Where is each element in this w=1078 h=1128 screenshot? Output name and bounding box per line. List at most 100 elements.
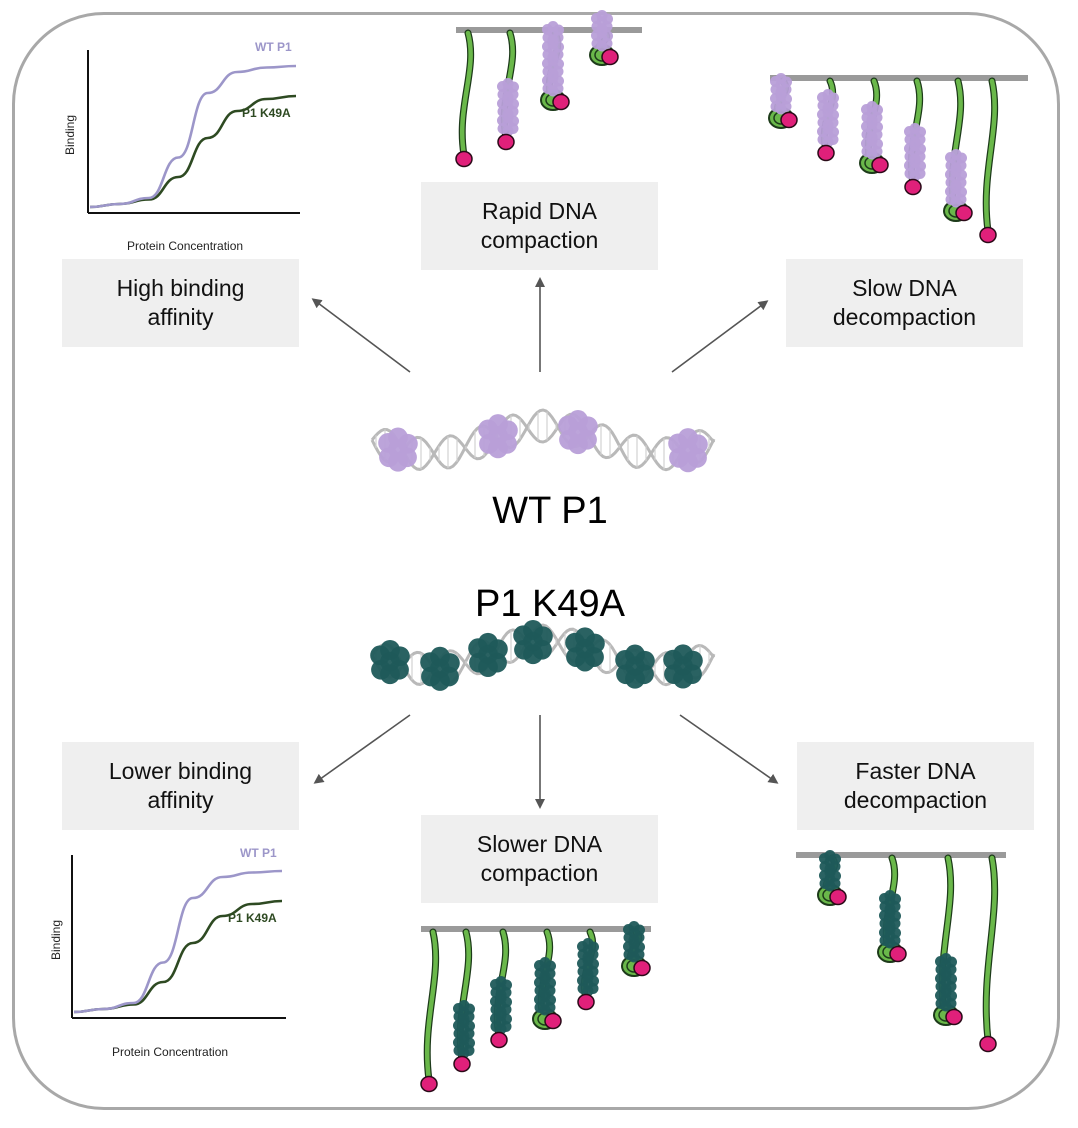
bead	[904, 178, 922, 196]
protein-cluster	[770, 73, 792, 98]
slow-decompaction-box: Slow DNA decompaction	[786, 259, 1023, 347]
protein-cluster	[497, 78, 519, 103]
dna-strand	[420, 928, 440, 1093]
helix-protein	[513, 620, 553, 665]
high-binding-line2: affinity	[147, 304, 214, 330]
protein-cluster	[453, 1000, 475, 1025]
chart-top-xlabel: Protein Concentration	[127, 239, 243, 253]
bead	[633, 959, 651, 977]
slower-compaction-line2: compaction	[480, 860, 599, 886]
chart-bottom-label-wt: WT P1	[240, 846, 277, 860]
slow-decompaction-line1: Slow DNA	[852, 275, 957, 301]
dna-strand	[979, 77, 999, 244]
dna-strand	[817, 77, 839, 162]
protein-cluster	[591, 10, 613, 35]
helix-protein	[663, 644, 703, 689]
arrow-to-high-binding	[311, 298, 411, 373]
dna-strand	[859, 77, 889, 174]
bead	[889, 945, 907, 963]
dna-strand	[490, 928, 512, 1049]
protein-cluster	[577, 938, 599, 963]
bead	[455, 150, 473, 168]
protein-cluster	[904, 123, 926, 148]
helix-protein	[420, 646, 460, 691]
protein-cluster	[879, 890, 901, 915]
lower-binding-line1: Lower binding	[108, 758, 253, 784]
mutant-helix	[370, 620, 716, 691]
slower-compaction-line1: Slower DNA	[476, 831, 603, 857]
lower-binding-box: Lower binding affinity	[62, 742, 299, 830]
tethered-dna-strands	[420, 10, 999, 1093]
chart-bottom-ylabel: Binding	[49, 920, 63, 960]
dna-strand	[768, 73, 798, 129]
protein-cluster	[542, 21, 564, 46]
protein-cluster	[819, 850, 841, 875]
bead	[817, 144, 835, 162]
dna-strand	[589, 10, 619, 66]
dna-strand	[979, 854, 999, 1053]
protein-cluster	[577, 955, 599, 980]
tether-bar-faster	[796, 852, 1006, 858]
protein-cluster	[817, 106, 839, 131]
chart-top-label-wt: WT P1	[255, 40, 292, 54]
protein-cluster	[542, 72, 564, 97]
protein-cluster	[490, 976, 512, 1001]
chart-bottom-label-k49a: P1 K49A	[228, 911, 277, 925]
faster-decompaction-box: Faster DNA decompaction	[797, 742, 1034, 830]
bead	[979, 226, 997, 244]
lower-binding-line2: affinity	[147, 787, 214, 813]
dna-strand	[577, 928, 599, 1011]
bead	[829, 888, 847, 906]
chart-top-series-wt	[89, 64, 297, 209]
bead	[552, 93, 570, 111]
mutant-title: P1 K49A	[475, 583, 625, 625]
dna-strand	[943, 77, 973, 222]
arrow-to-faster-decompaction	[679, 714, 779, 784]
protein-cluster	[861, 118, 883, 143]
bead	[490, 1031, 508, 1049]
tether-bar-slow	[770, 75, 1028, 81]
protein-cluster	[542, 38, 564, 63]
bead	[497, 133, 515, 151]
arrow-to-lower-binding	[313, 714, 411, 784]
helix-protein	[370, 640, 410, 685]
helix-protein	[378, 427, 418, 472]
protein-cluster	[534, 957, 556, 982]
bead	[577, 993, 595, 1011]
protein-cluster	[861, 101, 883, 126]
slower-compaction-box: Slower DNA compaction	[421, 815, 658, 903]
bead	[871, 156, 889, 174]
bead	[955, 204, 973, 222]
dna-strand	[455, 29, 475, 168]
binding-chart-top: WT P1 P1 K49A Protein Concentration Bind…	[63, 40, 300, 253]
helix-protein	[468, 632, 508, 677]
dna-strand	[532, 928, 562, 1030]
protein-cluster	[945, 166, 967, 191]
protein-cluster	[453, 1034, 475, 1059]
dna-strand	[540, 21, 570, 111]
bead	[544, 1012, 562, 1030]
rapid-compaction-box: Rapid DNA compaction	[421, 182, 658, 270]
rapid-compaction-line2: compaction	[480, 227, 599, 253]
dna-strand	[904, 77, 926, 196]
arrow-to-slow-decompaction	[671, 300, 769, 373]
rapid-compaction-line1: Rapid DNA	[481, 198, 598, 224]
dna-strand	[877, 854, 907, 963]
bead	[453, 1055, 471, 1073]
dna-strand	[817, 850, 847, 906]
rounded-frame	[12, 12, 1060, 1110]
faster-decompaction-line2: decompaction	[843, 787, 988, 813]
chart-top-ylabel: Binding	[63, 115, 77, 155]
bead	[979, 1035, 997, 1053]
protein-cluster	[497, 112, 519, 137]
bead	[945, 1008, 963, 1026]
bead	[780, 111, 798, 129]
faster-decompaction-line1: Faster DNA	[855, 758, 976, 784]
dna-strand	[621, 921, 651, 977]
tether-bar-slower	[421, 926, 651, 932]
chart-bottom-series-wt	[73, 869, 283, 1014]
helix-protein	[615, 644, 655, 689]
bead	[420, 1075, 438, 1093]
chart-top-label-k49a: P1 K49A	[242, 106, 291, 120]
protein-cluster	[945, 149, 967, 174]
